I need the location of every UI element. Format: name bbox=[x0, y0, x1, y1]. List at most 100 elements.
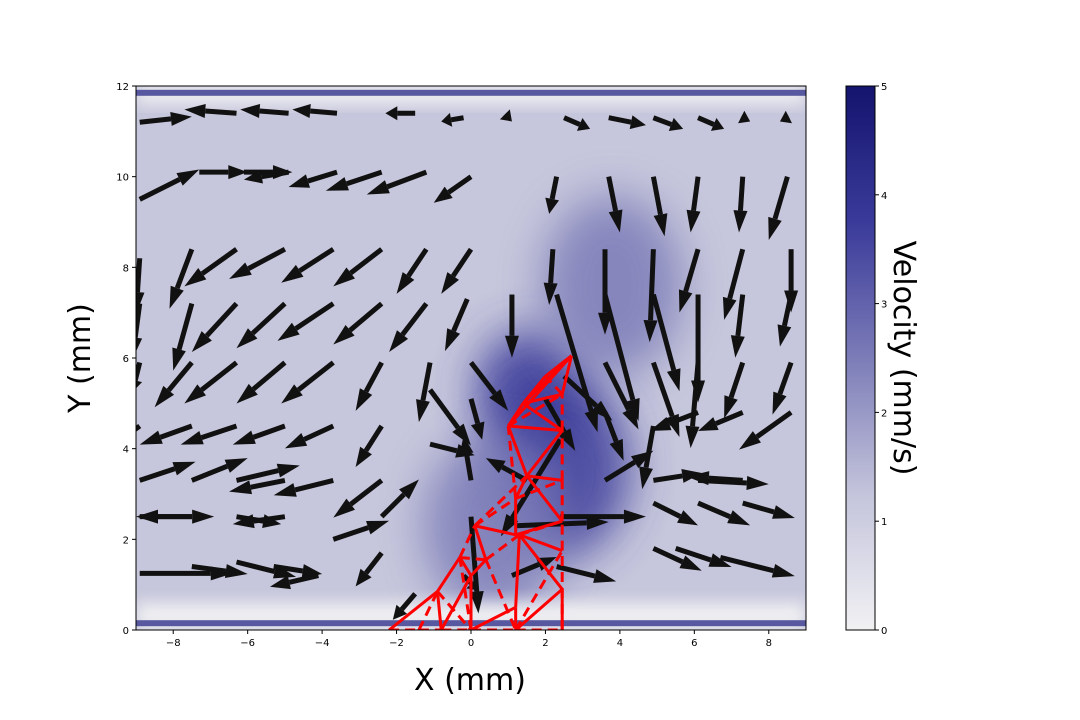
quiver-arrow-shaft bbox=[608, 115, 632, 125]
quiver-arrow-shaft bbox=[191, 564, 227, 574]
quiver-arrow-head bbox=[95, 441, 117, 460]
mesh-edge-dashed bbox=[436, 590, 473, 630]
quiver-arrow bbox=[722, 248, 746, 320]
quiver-arrow bbox=[355, 551, 384, 587]
colorbar-ticks: 0 1 2 3 4 5 bbox=[875, 82, 887, 637]
quiver-arrow-head bbox=[399, 479, 419, 500]
quiver-arrow bbox=[136, 361, 143, 389]
quiver-arrow-shaft bbox=[451, 298, 470, 332]
quiver-arrow-shaft bbox=[451, 247, 474, 278]
quiver-arrow bbox=[459, 435, 474, 481]
quiver-arrow-head bbox=[281, 384, 303, 404]
quiver-arrow-head bbox=[170, 111, 192, 126]
mesh-edge-solid bbox=[436, 591, 443, 630]
quiver-arrow-shaft bbox=[200, 247, 238, 276]
quiver-arrow bbox=[389, 302, 429, 352]
x-tick-label: −8 bbox=[166, 638, 181, 649]
quiver-arrow bbox=[416, 362, 433, 423]
quiver-arrow bbox=[136, 303, 143, 352]
quiver-arrow bbox=[428, 388, 471, 446]
quiver-arrow-shaft bbox=[650, 176, 663, 216]
y-tick-label: 4 bbox=[123, 445, 129, 456]
quiver-arrow-head bbox=[276, 463, 300, 478]
quiver-arrow-shaft bbox=[288, 573, 319, 585]
mesh-edge-dashed bbox=[458, 557, 473, 630]
quiver-arrow-shaft bbox=[348, 301, 384, 333]
quiver-arrow bbox=[229, 477, 286, 495]
mesh-edge-solid bbox=[525, 474, 564, 523]
quiver-arrow bbox=[602, 411, 624, 461]
quiver-arrow-head bbox=[236, 328, 258, 349]
x-tick-label: 2 bbox=[542, 638, 548, 649]
quiver-arrow bbox=[678, 248, 701, 313]
quiver-arrow-shaft bbox=[273, 564, 304, 574]
quiver-arrow bbox=[779, 110, 793, 124]
quiver-arrow bbox=[281, 360, 335, 404]
quiver-arrow bbox=[639, 425, 656, 490]
quiver-arrow-head bbox=[630, 450, 654, 469]
quiver-arrow-shaft bbox=[298, 247, 335, 273]
quiver-arrow bbox=[232, 423, 286, 445]
quiver-arrow bbox=[556, 564, 617, 583]
quiver-arrow bbox=[236, 360, 287, 404]
quiver-arrow-head bbox=[470, 421, 485, 440]
x-tick-label: −2 bbox=[389, 638, 404, 649]
quiver-arrow-head bbox=[608, 209, 623, 233]
mesh-edge-dashed bbox=[506, 425, 518, 499]
mesh-edge-solid bbox=[469, 558, 487, 577]
quiver-arrow bbox=[136, 509, 192, 524]
quiver-arrow bbox=[652, 115, 684, 131]
quiver-arrow bbox=[433, 174, 473, 203]
quiver-arrow bbox=[697, 115, 725, 131]
quiver-arrow bbox=[270, 573, 319, 590]
quiver-arrow-shaft bbox=[781, 294, 794, 327]
quiver-arrow-head bbox=[772, 505, 795, 519]
quiver-arrow-head bbox=[224, 564, 248, 579]
quiver-arrow bbox=[169, 248, 195, 309]
quiver-arrow-head bbox=[639, 466, 653, 490]
quiver-arrow bbox=[742, 500, 795, 519]
quiver-arrow-shaft bbox=[548, 249, 556, 284]
quiver-arrow-head bbox=[281, 264, 304, 283]
quiver-arrow-head bbox=[154, 385, 175, 408]
quiver-arrow bbox=[652, 500, 699, 526]
quiver-arrow-shaft bbox=[652, 115, 673, 127]
quiver-arrow bbox=[232, 514, 286, 529]
quiver-arrow-shaft bbox=[549, 176, 560, 200]
x-tick-label: −4 bbox=[315, 638, 330, 649]
quiver-arrow-head bbox=[441, 112, 453, 127]
quiver-arrow bbox=[154, 360, 194, 408]
quiver-arrow bbox=[184, 103, 237, 118]
quiver-arrow-head bbox=[229, 262, 252, 279]
quiver-arrow-head bbox=[392, 604, 408, 620]
quiver-arrow-head bbox=[779, 110, 793, 124]
quiver-arrow bbox=[603, 450, 654, 483]
quiver-arrow-head bbox=[733, 210, 748, 233]
quiver-arrow-head bbox=[686, 209, 701, 233]
quiver-arrow-head bbox=[284, 433, 308, 449]
quiver-arrow-shaft bbox=[650, 293, 677, 371]
mesh-edge-solid bbox=[560, 355, 573, 395]
quiver-arrow-head bbox=[366, 520, 390, 535]
quiver-arrow-head bbox=[184, 103, 206, 118]
quiver-arrow-head bbox=[180, 431, 204, 445]
quiver-arrow bbox=[768, 175, 790, 240]
quiver-arrow-shaft bbox=[364, 551, 384, 575]
quiver-arrow-head bbox=[771, 563, 795, 578]
quiver-arrow-head bbox=[678, 289, 693, 313]
quiver-arrow bbox=[650, 176, 668, 237]
quiver-arrow-head bbox=[333, 498, 355, 518]
quiver-arrow-shaft bbox=[742, 500, 775, 515]
mesh-edge-solid bbox=[518, 533, 563, 553]
mesh-edge-solid bbox=[474, 524, 516, 537]
quiver-arrow-shaft bbox=[159, 423, 193, 440]
quiver-arrow-head bbox=[224, 458, 248, 473]
mesh-edge-solid bbox=[514, 534, 521, 608]
quiver-arrow-head bbox=[277, 322, 300, 341]
quiver-arrow bbox=[95, 423, 142, 460]
mesh-edge-solid bbox=[522, 354, 573, 405]
quiver-arrow-head bbox=[292, 103, 311, 118]
quiver-arrow bbox=[730, 294, 746, 358]
quiver-arrow bbox=[441, 112, 464, 127]
y-tick-label: 2 bbox=[123, 535, 129, 546]
